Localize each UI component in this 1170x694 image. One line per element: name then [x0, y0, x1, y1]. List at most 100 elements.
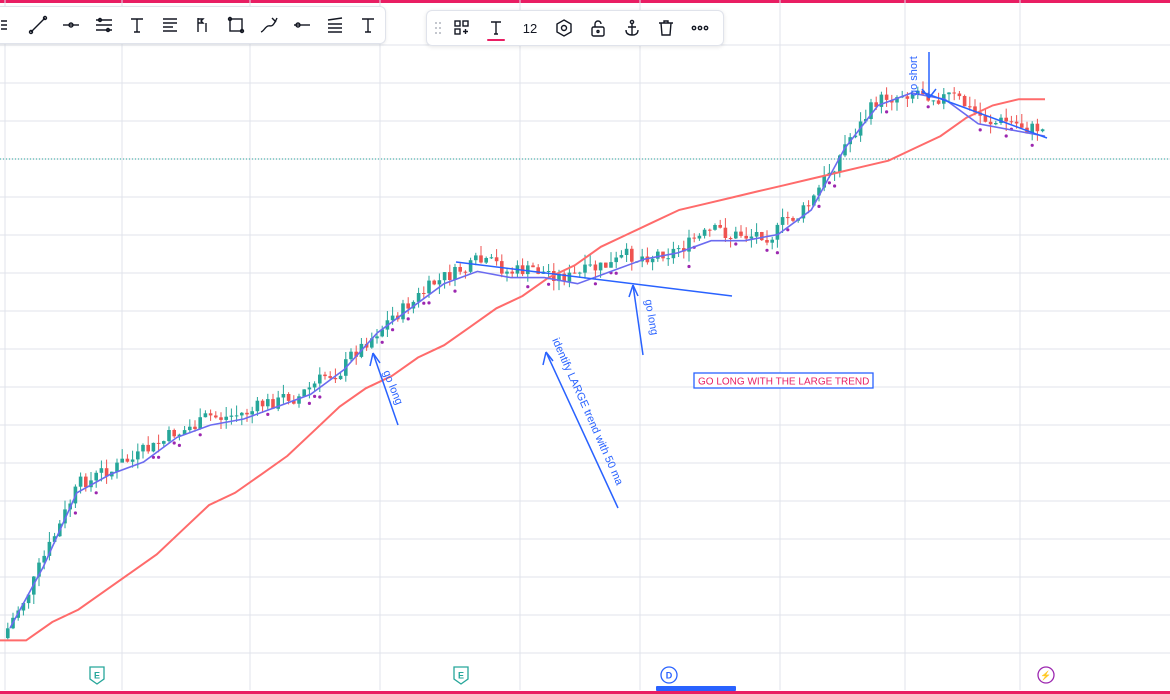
- signal-dot: [406, 317, 410, 321]
- candle-body: [656, 251, 660, 259]
- candle-body: [136, 451, 140, 460]
- signal-dot: [307, 401, 311, 405]
- candle-body: [234, 415, 239, 417]
- candle-body: [931, 100, 936, 102]
- candle-body: [1035, 123, 1040, 132]
- more-dots-icon: [691, 25, 709, 31]
- signal-dot: [817, 204, 821, 208]
- candle-body: [78, 476, 83, 487]
- lock-button[interactable]: [581, 13, 615, 43]
- ray-tool[interactable]: [286, 10, 319, 40]
- candle-body: [749, 236, 754, 239]
- parallel-channel-tool[interactable]: [87, 10, 120, 40]
- candle-body: [765, 240, 769, 243]
- candle-body: [42, 555, 46, 563]
- candle-body: [156, 442, 161, 444]
- candle-body: [884, 94, 889, 100]
- horizontal-ray-tool[interactable]: [54, 10, 87, 40]
- candle-body: [214, 415, 218, 418]
- rectangle-tool[interactable]: [220, 10, 253, 40]
- candle-body: [666, 258, 670, 260]
- settings-button[interactable]: [547, 13, 581, 43]
- more-button[interactable]: [683, 13, 717, 43]
- signal-dot: [94, 491, 98, 495]
- candle-body: [526, 265, 530, 275]
- candle-body: [905, 96, 910, 99]
- trend-line-tool[interactable]: [1, 10, 21, 40]
- drag-handle[interactable]: [431, 13, 445, 43]
- candle-body: [546, 271, 551, 272]
- signal-dot: [614, 271, 618, 275]
- candle-body: [536, 267, 540, 274]
- signal-dot: [177, 443, 181, 447]
- candle-body: [318, 374, 322, 384]
- candle-body: [250, 411, 254, 415]
- template-grid-icon: [454, 20, 469, 35]
- event-marker-earnings: E: [453, 666, 469, 685]
- candle-body: [99, 468, 104, 473]
- text-label-tool[interactable]: [352, 10, 385, 40]
- candle-body: [47, 541, 52, 556]
- arrow-head: [545, 351, 554, 362]
- ray-icon: [294, 22, 311, 28]
- candle-body: [718, 225, 722, 228]
- candle-body: [432, 280, 436, 285]
- candle-body: [531, 265, 535, 268]
- candle-body: [853, 135, 858, 138]
- signal-dot: [313, 394, 317, 398]
- text-tool[interactable]: [120, 10, 153, 40]
- candle-body: [245, 412, 249, 415]
- trend-line-tool[interactable]: [21, 10, 54, 40]
- candle-body: [21, 603, 26, 611]
- candle-body: [588, 264, 592, 266]
- delete-button[interactable]: [649, 13, 683, 43]
- fib-tool[interactable]: [319, 10, 352, 40]
- candle-body: [219, 417, 223, 420]
- event-marker-label: D: [666, 671, 673, 681]
- event-marker-shape: [89, 666, 105, 685]
- candle-body: [968, 106, 972, 108]
- brush-tool[interactable]: [253, 10, 286, 40]
- anchor-button[interactable]: [615, 13, 649, 43]
- event-marker-shape: [660, 666, 678, 684]
- signal-dot: [422, 301, 426, 305]
- candle-body: [567, 272, 572, 282]
- candle-body: [255, 400, 260, 412]
- signal-dot: [687, 264, 691, 269]
- font-size-button[interactable]: 12: [522, 20, 538, 36]
- signal-dot: [391, 328, 395, 332]
- candle-body: [994, 123, 998, 125]
- signal-dot: [978, 128, 982, 132]
- hexagon-settings-icon: [556, 19, 572, 37]
- object-tree-button[interactable]: [445, 13, 479, 43]
- candle-body: [276, 397, 280, 409]
- arrow-head: [928, 88, 937, 99]
- candle-body: [224, 416, 228, 420]
- text-color-button[interactable]: [479, 13, 513, 43]
- candle-body: [734, 231, 738, 239]
- candle-body: [141, 444, 145, 452]
- candle-body: [172, 430, 176, 437]
- candle-body: [557, 273, 561, 282]
- candle-body: [125, 458, 130, 462]
- signal-dot: [786, 228, 790, 232]
- candle-body: [338, 375, 343, 380]
- measure-tool[interactable]: [186, 10, 219, 40]
- candle-body: [817, 187, 821, 196]
- bottom-accent-bar: [0, 691, 1170, 694]
- horizontal-ray-icon: [62, 22, 79, 28]
- candle-body: [713, 225, 717, 230]
- candle-body: [162, 441, 166, 444]
- candle-body: [791, 218, 795, 221]
- candle-body: [510, 271, 514, 274]
- arrow-head: [372, 352, 381, 364]
- text-t-icon: [130, 18, 143, 33]
- signal-dot: [526, 285, 530, 289]
- signal-dot: [827, 181, 832, 185]
- pitchfork-tool[interactable]: [153, 10, 186, 40]
- candle-body: [323, 374, 327, 377]
- candle-body: [271, 399, 275, 409]
- candle-body: [182, 430, 187, 435]
- candle-body: [292, 400, 296, 404]
